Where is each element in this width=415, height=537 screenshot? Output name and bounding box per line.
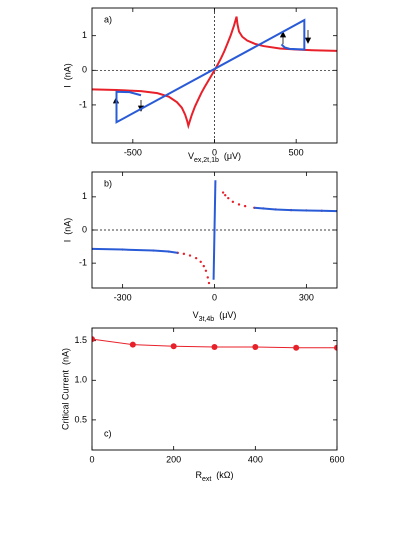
data-point	[92, 336, 95, 343]
x-tick-label: 0	[89, 454, 94, 464]
plot-area	[92, 336, 337, 351]
x-tick-label: 400	[248, 454, 263, 464]
axes-frame	[91, 171, 338, 289]
x-tick-label: 300	[299, 292, 314, 302]
y-axis-label: I (nA)	[62, 63, 72, 88]
data-point	[202, 264, 205, 268]
x-tick-label: -500	[124, 147, 142, 157]
data-point	[227, 196, 230, 200]
data-point	[199, 260, 202, 264]
data-point	[243, 204, 247, 208]
plot-area	[92, 16, 337, 130]
x-tick-label: 0	[212, 147, 217, 157]
data-point	[170, 343, 177, 350]
data-point	[206, 276, 209, 279]
axes-frame	[91, 327, 338, 451]
y-axis-label: I (nA)	[62, 218, 72, 243]
data-point	[252, 344, 259, 351]
data-point	[182, 252, 186, 256]
series-line	[92, 180, 337, 280]
data-point	[194, 256, 198, 260]
y-tick-label: 1.0	[74, 375, 87, 385]
x-axis-label: V3t,4b (μV)	[193, 310, 237, 322]
axes-frame	[91, 7, 338, 144]
y-tick-label: 0	[82, 224, 87, 234]
x-tick-label: 0	[212, 292, 217, 302]
data-point	[188, 254, 192, 257]
data-point	[224, 194, 227, 197]
panel-label: c)	[104, 428, 112, 438]
y-tick-label: -1	[79, 99, 87, 109]
y-tick-label: -1	[79, 258, 87, 268]
series-line	[115, 18, 306, 124]
x-axis-label: Rext (kΩ)	[195, 470, 233, 482]
x-label-sub: ex,2t,1b	[194, 157, 219, 164]
x-label-unit: (μV)	[219, 310, 236, 320]
data-point	[334, 344, 337, 351]
x-tick-label: 500	[289, 147, 304, 157]
y-tick-label: 1.5	[74, 335, 87, 345]
x-axis-label: Vex,2t,1b (μV)	[188, 151, 241, 163]
arrow-head	[304, 37, 312, 44]
x-tick-label: -300	[114, 292, 132, 302]
data-point	[204, 269, 208, 272]
panel-label: b)	[104, 178, 112, 188]
x-label-unit: (μV)	[224, 151, 241, 161]
x-label-main: V	[193, 310, 199, 320]
y-axis-label: Critical Current (nA)	[60, 348, 70, 430]
series-line	[92, 16, 337, 130]
data-point	[211, 344, 218, 351]
x-tick-label: 200	[166, 454, 181, 464]
y-tick-label: 0.5	[74, 414, 87, 424]
data-point	[293, 344, 300, 351]
data-point	[221, 191, 225, 194]
arrow-head	[279, 31, 287, 38]
x-label-sub: 3t,4b	[199, 316, 215, 323]
y-tick-label: 0	[82, 65, 87, 75]
x-label-unit: (kΩ)	[216, 470, 233, 480]
data-point	[129, 341, 136, 348]
x-label-main: R	[195, 470, 202, 480]
data-point	[207, 281, 211, 285]
data-point	[237, 203, 241, 206]
x-label-sub: ext	[202, 476, 211, 483]
data-point	[231, 200, 235, 204]
panel-label: a)	[104, 14, 112, 24]
y-tick-label: 1	[82, 30, 87, 40]
plot-area	[92, 180, 337, 285]
y-tick-label: 1	[82, 191, 87, 201]
x-tick-label: 600	[329, 454, 344, 464]
x-label-main: V	[188, 151, 194, 161]
